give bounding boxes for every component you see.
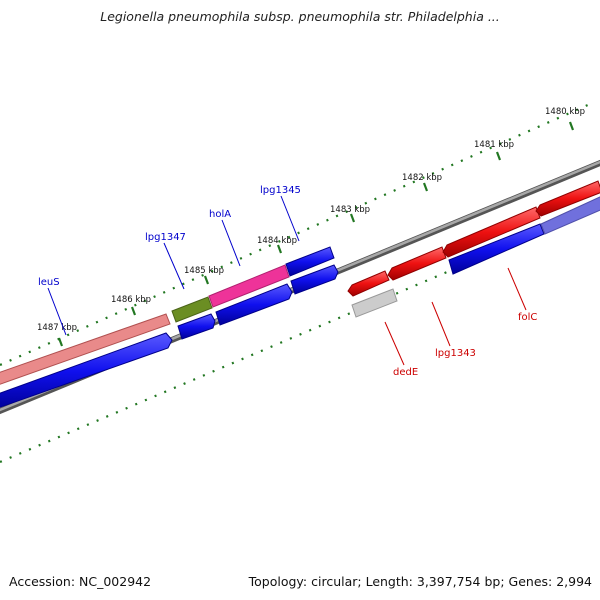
tick-1482: [422, 182, 429, 192]
kbp-label-1485: 1485 kbp: [184, 266, 224, 276]
gene-lpg1345-block: [285, 246, 335, 277]
gene-folC-arrow: [448, 223, 545, 275]
inner-tick-ring: [0, 205, 600, 464]
gene-leuS-arrow: [0, 332, 173, 408]
tick-1486: [130, 306, 137, 316]
kbp-labels: 1480 kbp 1481 kbp 1482 kbp 1483 kbp 1484…: [37, 107, 585, 333]
tick-1480: [568, 121, 575, 131]
leader-lpg1345: [280, 195, 300, 242]
gene-c-arrow: [290, 264, 339, 295]
gene-g-arrow: [535, 180, 600, 217]
tick-1481: [495, 151, 502, 161]
gene-label-dedE: dedE: [393, 367, 418, 378]
major-ticks: [57, 121, 575, 347]
leader-folC: [507, 267, 527, 311]
tick-1484: [276, 244, 283, 254]
leader-lpg1343: [431, 301, 451, 347]
leader-lines: [47, 195, 527, 366]
leader-holA: [221, 219, 241, 267]
kbp-label-1484: 1484 kbp: [257, 236, 297, 246]
map-title: Legionella pneumophila subsp. pneumophil…: [100, 9, 500, 24]
gene-e-arrow: [387, 246, 447, 281]
kbp-label-1482: 1482 kbp: [402, 173, 442, 183]
forward-lane-outer: [0, 246, 335, 385]
gene-a-arrow: [177, 313, 216, 340]
leader-leuS: [47, 287, 67, 336]
kbp-label-1487: 1487 kbp: [37, 323, 77, 333]
tick-1483: [349, 213, 356, 223]
forward-lane-inner: [0, 264, 339, 408]
gene-leuS-block: [0, 313, 171, 385]
gene-labels: leuS lpg1347 holA lpg1345 dedE lpg1343 f…: [38, 185, 537, 378]
leader-lpg1347: [163, 242, 185, 290]
genome-summary-text: Topology: circular; Length: 3,397,754 bp…: [248, 574, 592, 589]
gene-label-lpg1347: lpg1347: [145, 232, 186, 243]
gene-label-lpg1343: lpg1343: [435, 348, 476, 359]
gene-h-block: [540, 196, 600, 235]
gene-label-folC: folC: [518, 312, 537, 323]
gene-b-arrow: [215, 283, 293, 326]
tick-1485: [203, 275, 210, 285]
gene-label-holA: holA: [209, 209, 231, 220]
gene-dedE-block: [351, 288, 398, 318]
reverse-lane-outer: [347, 180, 600, 297]
reverse-lane-inner: [351, 196, 600, 318]
kbp-label-1480: 1480 kbp: [545, 107, 585, 117]
kbp-label-1486: 1486 kbp: [111, 295, 151, 305]
gene-label-leuS: leuS: [38, 277, 60, 288]
leader-dedE: [384, 321, 405, 366]
tick-1487: [57, 337, 64, 347]
gene-holA-block: [208, 264, 290, 308]
kbp-label-1481: 1481 kbp: [474, 140, 514, 150]
kbp-label-1483: 1483 kbp: [330, 205, 370, 215]
accession-text: Accession: NC_002942: [9, 574, 152, 589]
gene-label-lpg1345: lpg1345: [260, 185, 301, 196]
gene-f-arrow: [442, 206, 541, 258]
gene-lpg1347-block: [171, 296, 213, 323]
gene-d-arrow: [347, 270, 390, 297]
